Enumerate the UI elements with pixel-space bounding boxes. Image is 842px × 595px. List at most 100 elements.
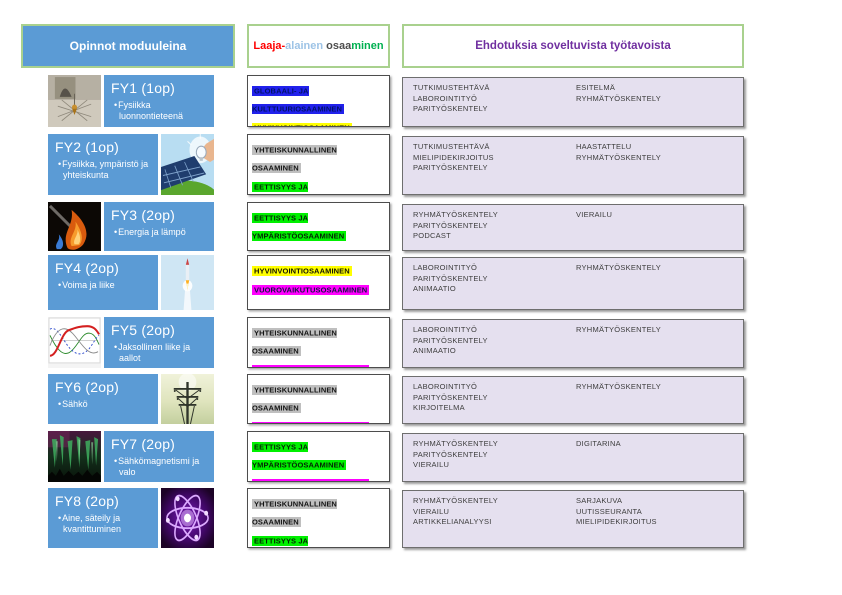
competence-label-gray: YHTEISKUNNALLINEN OSAAMINEN	[252, 327, 337, 356]
methods-column-2: VIERAILU	[576, 210, 733, 245]
methods-column-header: Ehdotuksia soveltuvista työtavoista	[402, 24, 744, 68]
module-cell-fy1: FY1 (1op) Fysiikka luonnontieteenä	[21, 75, 235, 127]
competence-item: HYVINVOINTIOSAAMINEN	[252, 260, 385, 278]
header-row: Opinnot moduuleina Laaja-alainen osaamin…	[21, 24, 842, 68]
methods-box-fy6: LABOROINTITYÖ PARITYÖSKENTELY KIRJOITELMA R…	[402, 376, 744, 424]
module-cell-fy3: FY3 (2op) Energia ja lämpö	[21, 202, 235, 252]
competence-item: YHTEISKUNNALLINEN OSAAMINEN	[252, 379, 385, 415]
competence-item: EETTISYYS JA YMPÄRISTÖOSAAMINEN	[252, 176, 385, 194]
competence-item: GLOBAALI- JA KULTTUURIOSAAMINEN	[252, 80, 385, 116]
competence-item: EETTISYYS JA YMPÄRISTÖOSAAMINEN	[252, 436, 385, 472]
competence-header-segment: osaa	[323, 40, 352, 52]
rocket-launch-photo	[161, 255, 214, 310]
module-title: FY4 (2op)	[55, 260, 120, 276]
competence-label-magenta: VUOROVAIKUTUSOSAAMINEN	[252, 284, 370, 295]
competence-label-blue: GLOBAALI- JA KULTTUURIOSAAMINEN	[252, 85, 344, 114]
method-item: RYHMÄTYÖSKENTELY	[413, 496, 498, 505]
method-item: LABOROINTITYÖ	[413, 325, 478, 334]
method-item: MIELIPIDEKIRJOITUS	[576, 517, 657, 526]
module-row-fy4: FY4 (2op) Voima ja liike HYVINVOINTIOSAAMI…	[21, 255, 842, 310]
methods-column-1: LABOROINTITYÖ PARITYÖSKENTELY KIRJOITELMA	[413, 382, 570, 418]
method-item: PARITYÖSKENTELY	[413, 449, 488, 459]
method-item: HAASTATTELU	[576, 142, 632, 151]
competence-box-fy8: YHTEISKUNNALLINEN OSAAMINEN EETTISYYS JA …	[247, 488, 390, 548]
module-title: FY6 (2op)	[55, 379, 120, 395]
module-row-fy6: FY6 (2op) Sähkö YHTEISKUNNALLINEN OSAAMINE…	[21, 374, 842, 424]
method-item: RYHMÄTYÖSKENTELY	[413, 439, 498, 448]
method-item: ANIMAATIO	[413, 346, 456, 355]
method-item: PARITYÖSKENTELY	[413, 104, 488, 113]
methods-column-1: TUTKIMUSTEHTÄVÄ MIELIPIDEKIRJOITUS PARITYÖ…	[413, 142, 570, 189]
method-item: PARITYÖSKENTELY	[413, 163, 488, 172]
methods-column-1: RYHMÄTYÖSKENTELY PARITYÖSKENTELY PODCAST	[413, 210, 570, 245]
competence-header-segment: Laaja-	[253, 40, 286, 52]
module-row-fy3: FY3 (2op) Energia ja lämpö EETTISYYS JA YM…	[21, 202, 842, 252]
module-box-fy1: FY1 (1op) Fysiikka luonnontieteenä	[104, 75, 214, 127]
methods-column-1: RYHMÄTYÖSKENTELY PARITYÖSKENTELY VIERAILU	[413, 439, 570, 476]
module-box-fy6: FY6 (2op) Sähkö	[48, 374, 158, 424]
module-title: FY1 (1op)	[111, 80, 176, 96]
method-item: RYHMÄTYÖSKENTELY	[413, 210, 498, 219]
competence-label-gray: YHTEISKUNNALLINEN OSAAMINEN	[252, 498, 337, 527]
module-row-fy5: FY5 (2op) Jaksollinen liike ja aallot YHTE…	[21, 317, 842, 368]
method-item: RYHMÄTYÖSKENTELY	[576, 152, 661, 162]
module-title: FY3 (2op)	[111, 207, 176, 223]
module-cell-fy8: FY8 (2op) Aine, säteily ja kvantittuminen	[21, 488, 235, 548]
competence-label-magenta: VUOROVAIKUTUSOSAAMINEN	[252, 249, 370, 251]
competence-box-fy7: EETTISYYS JA YMPÄRISTÖOSAAMINEN VUOROVAIK…	[247, 431, 390, 482]
module-box-fy3: FY3 (2op) Energia ja lämpö	[104, 202, 214, 252]
competence-item: EETTISYYS JA YMPÄRISTÖOSAAMINEN	[252, 530, 385, 547]
competence-header-text: Laaja-alainen osaaminen	[253, 40, 383, 52]
competence-column-header: Laaja-alainen osaaminen	[247, 24, 390, 68]
module-box-fy7: FY7 (2op) Sähkömagnetismi ja valo	[104, 431, 214, 482]
method-item: ESITELMÄ	[576, 83, 616, 92]
competence-box-fy1: GLOBAALI- JA KULTTUURIOSAAMINEN HYVINVOIN…	[247, 75, 390, 127]
competence-label-gray: YHTEISKUNNALLINEN OSAAMINEN	[252, 144, 337, 173]
module-cell-fy7: FY7 (2op) Sähkömagnetismi ja valo	[21, 431, 235, 482]
method-item: UUTISSEURANTA	[576, 506, 643, 516]
module-topic: Fysiikka, ympäristö ja yhteiskunta	[55, 159, 151, 181]
competence-box-fy4: HYVINVOINTIOSAAMINEN VUOROVAIKUTUSOSAAMIN…	[247, 255, 390, 310]
competence-box-fy5: YHTEISKUNNALLINEN OSAAMINEN VUOROVAIKUTUS…	[247, 317, 390, 368]
competence-item: VUOROVAIKUTUSOSAAMINEN	[252, 416, 385, 423]
method-item: PODCAST	[413, 231, 452, 240]
module-topic: Jaksollinen liike ja aallot	[111, 342, 207, 364]
competence-item: EETTISYYS JA YMPÄRISTÖOSAAMINEN	[252, 207, 385, 243]
method-item: RYHMÄTYÖSKENTELY	[576, 263, 661, 272]
competence-label-green: EETTISYYS JA YMPÄRISTÖOSAAMINEN	[252, 212, 347, 241]
wave-graph-image	[48, 317, 101, 368]
module-cell-fy2: FY2 (1op) Fysiikka, ympäristö ja yhteisku…	[21, 134, 235, 195]
method-item: KIRJOITELMA	[413, 403, 465, 412]
methods-box-fy4: LABOROINTITYÖ PARITYÖSKENTELY ANIMAATIO RYH…	[402, 257, 744, 310]
module-topic: Sähkö	[55, 399, 151, 410]
competence-item: HYVINVOINTIOSAAMINEN	[252, 117, 385, 126]
method-item: VIERAILU	[413, 506, 450, 516]
module-box-fy2: FY2 (1op) Fysiikka, ympäristö ja yhteisku…	[48, 134, 158, 195]
methods-box-fy7: RYHMÄTYÖSKENTELY PARITYÖSKENTELY VIERAILU D…	[402, 433, 744, 482]
competence-item: VUOROVAIKUTUSOSAAMINEN	[252, 244, 385, 251]
competence-item: VUOROVAIKUTUSOSAAMINEN	[252, 279, 385, 297]
method-item: PARITYÖSKENTELY	[413, 273, 488, 283]
competence-header-segment: alainen	[285, 40, 324, 52]
method-item: PARITYÖSKENTELY	[413, 392, 488, 402]
competence-item: VUOROVAIKUTUSOSAAMINEN	[252, 473, 385, 481]
method-item: TUTKIMUSTEHTÄVÄ	[413, 83, 490, 92]
module-row-fy1: FY1 (1op) Fysiikka luonnontieteenä GLOBAAL…	[21, 75, 842, 127]
module-topic: Aine, säteily ja kvantittuminen	[55, 513, 151, 535]
competence-label-yellow: HYVINVOINTIOSAAMINEN	[252, 122, 352, 126]
method-item: PARITYÖSKENTELY	[413, 220, 488, 230]
module-title: FY2 (1op)	[55, 139, 120, 155]
methods-box-fy3: RYHMÄTYÖSKENTELY PARITYÖSKENTELY PODCAST VI…	[402, 204, 744, 252]
method-item: VIERAILU	[413, 460, 450, 469]
competence-item: YHTEISKUNNALLINEN OSAAMINEN	[252, 139, 385, 175]
atom-model-image	[161, 488, 214, 548]
competence-item: YHTEISKUNNALLINEN OSAAMINEN	[252, 322, 385, 358]
module-row-fy2: FY2 (1op) Fysiikka, ympäristö ja yhteisku…	[21, 134, 842, 195]
module-row-fy8: FY8 (2op) Aine, säteily ja kvantittuminen…	[21, 488, 842, 548]
module-row-fy7: FY7 (2op) Sähkömagnetismi ja valo EETTISYY…	[21, 431, 842, 482]
methods-column-1: RYHMÄTYÖSKENTELY VIERAILU ARTIKKELIANALYYS…	[413, 496, 570, 542]
method-item: RYHMÄTYÖSKENTELY	[576, 325, 661, 334]
method-item: ARTIKKELIANALYYSI	[413, 517, 492, 526]
module-topic: Sähkömagnetismi ja valo	[111, 456, 207, 478]
